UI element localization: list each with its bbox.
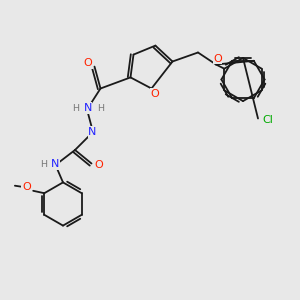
- Text: O: O: [83, 58, 92, 68]
- Text: H: H: [97, 103, 104, 112]
- Text: O: O: [213, 53, 222, 64]
- Text: O: O: [151, 89, 160, 99]
- Text: N: N: [51, 159, 59, 170]
- Text: Cl: Cl: [262, 115, 273, 125]
- Text: O: O: [94, 160, 103, 170]
- Text: N: N: [83, 103, 92, 113]
- Text: N: N: [88, 127, 97, 137]
- Text: H: H: [72, 103, 79, 112]
- Text: H: H: [40, 160, 48, 169]
- Text: O: O: [22, 182, 31, 192]
